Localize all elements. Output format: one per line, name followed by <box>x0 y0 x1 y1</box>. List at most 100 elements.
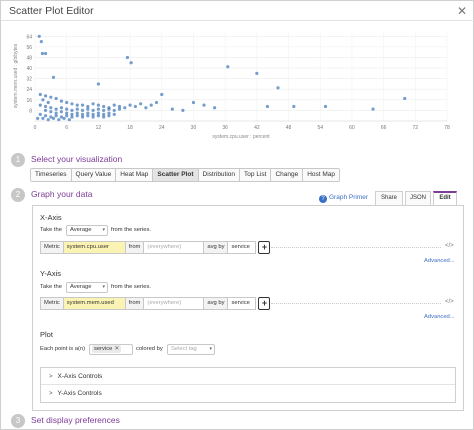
x-from-label: from <box>124 241 144 254</box>
scatter-point <box>75 103 79 107</box>
scatter-point <box>191 100 196 105</box>
scatter-point <box>117 104 122 109</box>
y-aggregation-value: Average <box>70 284 92 290</box>
point-tag-input[interactable]: service ✕ <box>89 344 133 355</box>
y-tick-label: 56 <box>26 45 32 51</box>
help-icon: ? <box>319 195 327 203</box>
scatter-point <box>202 103 206 107</box>
x-tick-label: 6 <box>65 125 68 131</box>
scatter-point <box>59 99 64 103</box>
y-axis-label: system.mem.used : gibibytes <box>13 43 19 108</box>
scatter-point <box>36 116 40 120</box>
scatter-point <box>80 112 85 116</box>
x-tick-label: 42 <box>254 125 260 131</box>
close-icon[interactable]: ✕ <box>456 4 467 18</box>
tab-host-map[interactable]: Host Map <box>303 169 340 181</box>
scatter-point <box>51 75 56 79</box>
y-take-the-label: Take the <box>40 284 62 290</box>
graph-primer-label: Graph Primer <box>329 194 369 201</box>
color-by-select[interactable]: Select tag ▾ <box>167 344 215 355</box>
x-axis-controls-toggle[interactable]: > X-Axis Controls <box>41 368 455 385</box>
y-group-by-select[interactable]: service <box>227 297 257 310</box>
tab-scatter-plot[interactable]: Scatter Plot <box>153 169 199 181</box>
scatter-point <box>54 111 58 115</box>
y-metric-select[interactable]: system.mem.used <box>62 297 125 310</box>
x-tick-label: 60 <box>349 125 355 131</box>
y-scope-input[interactable]: (everywhere) <box>143 297 204 310</box>
scatter-point <box>129 61 133 65</box>
x-axis-label: system.cpu.user : percent <box>212 134 270 140</box>
y-avg-by-label: avg by <box>203 297 228 310</box>
chevron-down-icon: ▾ <box>102 284 105 290</box>
scatter-point <box>65 114 69 118</box>
scatter-point <box>40 51 44 56</box>
y-tick-label: 24 <box>26 87 32 93</box>
scatter-point <box>80 108 85 113</box>
scatter-point <box>123 106 127 110</box>
tab-top-list[interactable]: Top List <box>240 169 272 181</box>
visualization-tabs: Timeseries Query Value Heat Map Scatter … <box>30 168 341 182</box>
scatter-point <box>96 107 100 111</box>
x-scope-input[interactable]: (everywhere) <box>143 241 204 254</box>
x-metric-select[interactable]: system.cpu.user <box>62 241 125 254</box>
x-advanced-link[interactable]: Advanced... <box>424 258 455 264</box>
graph-primer-link[interactable]: ? Graph Primer <box>319 194 368 203</box>
y-axis-controls-toggle[interactable]: > Y-Axis Controls <box>41 385 455 402</box>
y-divider <box>271 303 441 304</box>
scatter-point <box>49 106 53 110</box>
y-advanced-link[interactable]: Advanced... <box>424 314 455 320</box>
y-add-function-button[interactable]: + <box>258 297 271 310</box>
tab-edit[interactable]: Edit <box>433 191 457 205</box>
scatter-point <box>112 103 116 107</box>
chevron-down-icon: ▾ <box>209 346 212 352</box>
x-axis-controls-label: X-Axis Controls <box>57 373 103 380</box>
x-divider <box>271 247 441 248</box>
scatter-point <box>102 112 106 116</box>
remove-tag-icon[interactable]: ✕ <box>114 346 120 352</box>
color-by-placeholder: Select tag <box>171 346 197 352</box>
window-title: Scatter Plot Editor <box>9 5 94 17</box>
x-tick-label: 66 <box>381 125 387 131</box>
x-aggregation-select[interactable]: Average ▾ <box>66 225 108 236</box>
step-3-label: Set display preferences <box>31 415 120 425</box>
tab-heat-map[interactable]: Heat Map <box>116 169 154 181</box>
tab-share[interactable]: Share <box>375 191 403 205</box>
tab-json[interactable]: JSON <box>405 191 431 205</box>
x-from-series-label: from the series. <box>111 227 151 233</box>
scatter-point <box>276 86 280 90</box>
scatter-point <box>46 118 50 122</box>
x-tick-label: 54 <box>317 125 323 131</box>
scatter-point <box>102 104 106 109</box>
scatter-point <box>226 65 230 69</box>
scatter-point <box>46 100 50 105</box>
tab-timeseries[interactable]: Timeseries <box>31 169 72 181</box>
scatter-point <box>43 114 48 118</box>
scatter-point <box>139 102 143 106</box>
y-code-icon[interactable]: </> <box>445 299 454 305</box>
x-tick-label: 0 <box>34 125 37 131</box>
tab-query-value[interactable]: Query Value <box>71 169 117 181</box>
x-code-icon[interactable]: </> <box>445 243 454 249</box>
scatter-point <box>70 115 74 119</box>
y-axis-title: Y-Axis <box>40 269 61 278</box>
x-tick-label: 24 <box>159 125 165 131</box>
y-aggregation-select[interactable]: Average ▾ <box>66 282 108 293</box>
scatter-point <box>38 92 42 97</box>
scatter-point <box>125 55 130 60</box>
scatter-point <box>403 96 407 101</box>
step-1-label: Select your visualization <box>31 154 123 164</box>
step-1-badge: 1 <box>11 153 25 167</box>
y-tick-label: 48 <box>26 55 32 61</box>
scatter-point <box>38 103 42 107</box>
scatter-point <box>49 95 53 99</box>
tab-change[interactable]: Change <box>271 169 304 181</box>
x-add-function-button[interactable]: + <box>258 241 271 254</box>
tab-distribution[interactable]: Distribution <box>198 169 241 181</box>
x-group-by-select[interactable]: service <box>227 241 257 254</box>
x-tick-label: 12 <box>96 125 102 131</box>
scatter-point <box>144 106 148 110</box>
scatter-point <box>65 111 69 115</box>
x-tick-label: 18 <box>127 125 133 131</box>
step-2-badge: 2 <box>11 188 25 202</box>
x-avg-by-label: avg by <box>203 241 228 254</box>
